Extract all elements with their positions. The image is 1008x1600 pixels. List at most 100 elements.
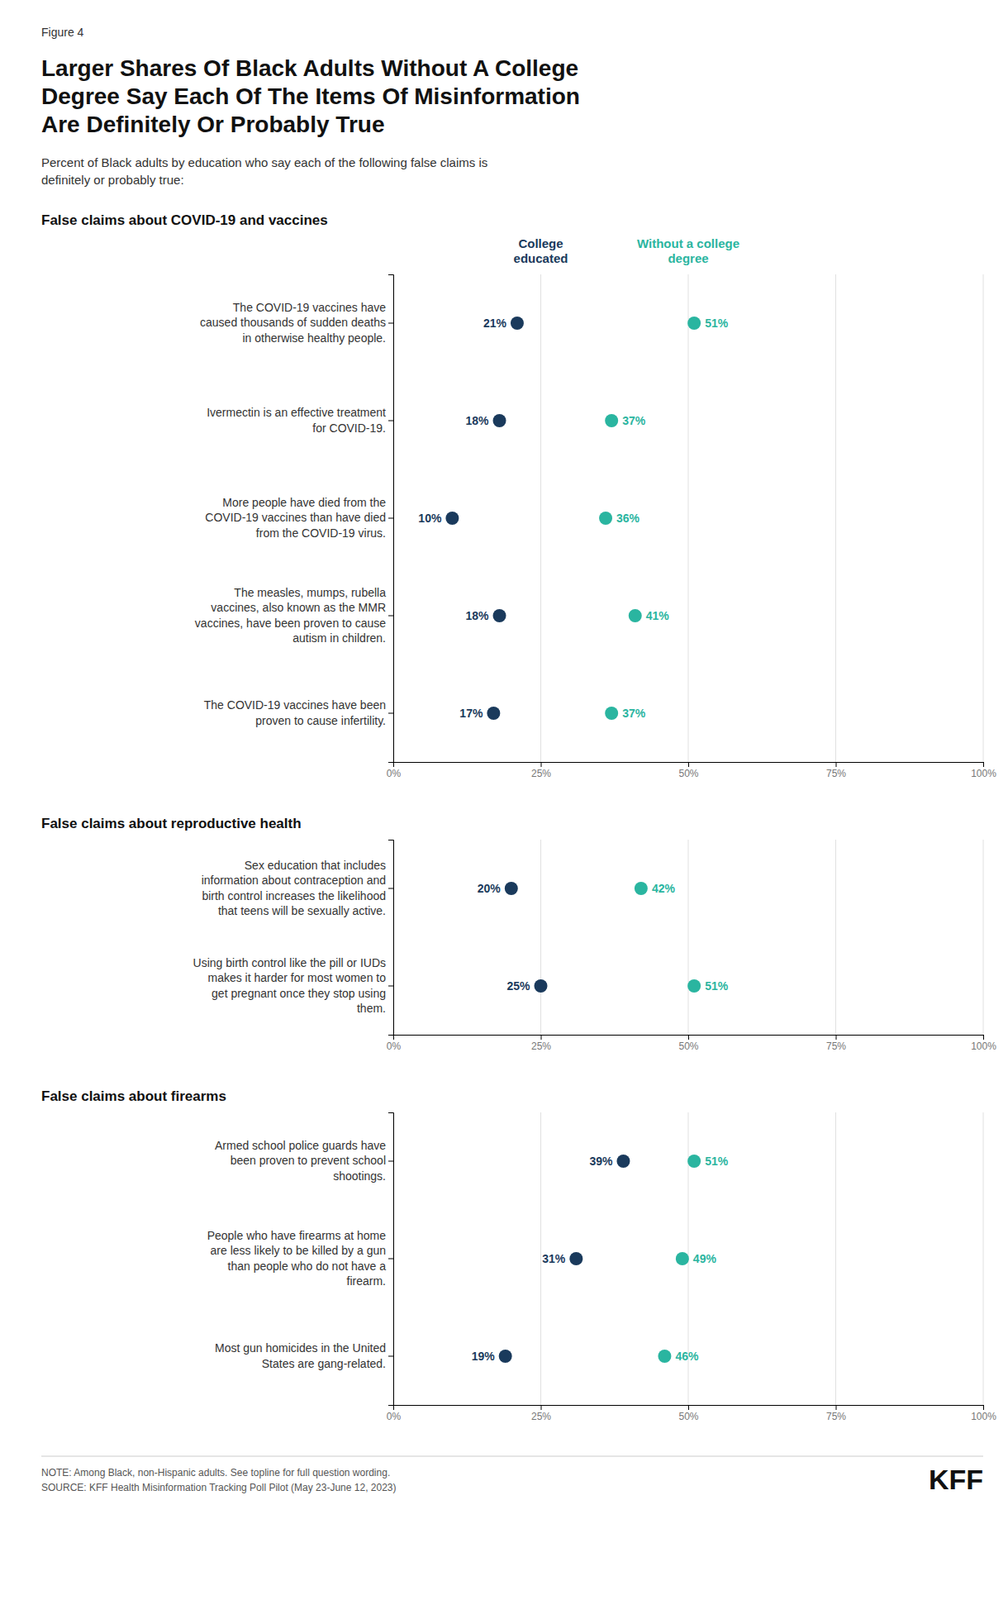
chart-root: Figure 4Larger Shares Of Black Adults Wi… bbox=[0, 0, 1008, 1600]
dot bbox=[628, 608, 642, 623]
x-tick-label: 100% bbox=[970, 767, 997, 780]
text-line: shootings. bbox=[332, 1169, 386, 1183]
x-tick-mark bbox=[541, 761, 543, 767]
text-line: proven to cause infertility. bbox=[255, 713, 386, 728]
category-label: Armed school police guards havebeen prov… bbox=[214, 1138, 386, 1182]
text-line: The measles, mumps, rubella bbox=[233, 585, 386, 600]
text-line: vaccines, also known as the MMR bbox=[210, 600, 386, 614]
category-label: More people have died from theCOVID-19 v… bbox=[204, 495, 386, 539]
text-line: Percent of Black adults by education who… bbox=[41, 155, 488, 170]
dot bbox=[534, 979, 548, 993]
data-label: 49% bbox=[693, 1251, 718, 1265]
text-line: that teens will be sexually active. bbox=[218, 903, 386, 918]
text-line: COVID-19 vaccines than have died bbox=[204, 510, 386, 524]
dot bbox=[687, 1154, 701, 1168]
x-axis: 0%25%50%75%100% bbox=[386, 1404, 997, 1422]
marks bbox=[445, 316, 701, 720]
section: 0%25%50%75%100%Armed school police guard… bbox=[207, 1112, 998, 1422]
text-line: than people who do not have a bbox=[228, 1259, 387, 1273]
x-tick-mark bbox=[983, 1034, 985, 1040]
marks bbox=[499, 1154, 701, 1363]
data-label: 42% bbox=[651, 881, 676, 895]
x-tick-mark bbox=[836, 761, 837, 767]
data-label: 37% bbox=[622, 706, 647, 720]
data-labels: 39%31%19%51%49%46% bbox=[471, 1154, 729, 1363]
grid-line bbox=[983, 1112, 985, 1405]
data-label: 19% bbox=[471, 1349, 496, 1363]
y-tick-mark bbox=[388, 1160, 394, 1162]
text-line: Are Definitely Or Probably True bbox=[41, 111, 385, 138]
data-label: 51% bbox=[704, 979, 729, 993]
grid-line bbox=[983, 839, 985, 1035]
x-tick-label: 100% bbox=[970, 1410, 997, 1422]
dot bbox=[504, 881, 519, 895]
x-axis-domain bbox=[394, 1405, 985, 1411]
y-tick: More people have died from theCOVID-19 v… bbox=[204, 495, 394, 539]
dot bbox=[569, 1251, 583, 1265]
grid-line bbox=[540, 839, 542, 1035]
data-label: 51% bbox=[704, 316, 729, 330]
text-line: birth control increases the likelihood bbox=[201, 889, 386, 903]
grid-line bbox=[835, 839, 837, 1035]
text-line: from the COVID-19 virus. bbox=[256, 526, 386, 540]
text-line: More people have died from the bbox=[222, 495, 386, 509]
dot bbox=[604, 706, 619, 720]
y-tick: Using birth control like the pill or IUD… bbox=[193, 955, 394, 1015]
category-label: People who have firearms at homeare less… bbox=[207, 1228, 387, 1288]
x-tick: 50% bbox=[678, 1034, 699, 1052]
x-tick-label: 50% bbox=[678, 1040, 699, 1052]
data-labels: 21%18%10%18%17%51%37%36%41%37% bbox=[418, 316, 728, 720]
category-label: Most gun homicides in the UnitedStates a… bbox=[214, 1340, 386, 1370]
data-label: 10% bbox=[418, 511, 443, 525]
text-line: The COVID-19 vaccines have been bbox=[204, 698, 386, 712]
x-tick-label: 100% bbox=[970, 1040, 997, 1052]
text-line: them. bbox=[356, 1001, 386, 1015]
text-line: been proven to prevent school bbox=[230, 1153, 386, 1167]
y-tick-mark bbox=[388, 323, 394, 324]
logo: KFF bbox=[928, 1463, 984, 1495]
x-axis-domain bbox=[394, 762, 985, 768]
marks bbox=[504, 881, 701, 993]
section-title: False claims about reproductive health bbox=[41, 815, 302, 832]
y-tick: Armed school police guards havebeen prov… bbox=[214, 1138, 394, 1182]
category-label: Using birth control like the pill or IUD… bbox=[193, 955, 387, 1015]
x-tick: 100% bbox=[970, 761, 997, 780]
text-line: NOTE: Among Black, non-Hispanic adults. … bbox=[41, 1466, 390, 1479]
dot bbox=[445, 511, 459, 525]
data-label: 18% bbox=[465, 608, 490, 623]
dot bbox=[499, 1349, 513, 1363]
data-label: 25% bbox=[506, 979, 531, 993]
x-tick: 75% bbox=[826, 1404, 847, 1422]
y-tick-mark bbox=[388, 985, 394, 987]
legend-entry: Without a collegedegree bbox=[637, 236, 740, 266]
grid bbox=[393, 274, 984, 762]
text-line: Using birth control like the pill or IUD… bbox=[193, 955, 386, 970]
grid-line bbox=[835, 1112, 837, 1405]
dot bbox=[616, 1154, 630, 1168]
x-tick-label: 50% bbox=[678, 1410, 699, 1422]
x-tick-mark bbox=[983, 761, 985, 767]
x-tick-mark bbox=[688, 761, 690, 767]
text-line: States are gang-related. bbox=[261, 1356, 386, 1370]
x-axis-domain bbox=[394, 1035, 985, 1041]
x-tick-label: 50% bbox=[678, 767, 699, 780]
x-tick-mark bbox=[541, 1034, 543, 1040]
data-label: 17% bbox=[459, 706, 484, 720]
text-line: firearm. bbox=[347, 1274, 386, 1288]
x-axis: 0%25%50%75%100% bbox=[386, 1034, 997, 1052]
x-tick-label: 0% bbox=[386, 1040, 402, 1052]
section: 0%25%50%75%100%The COVID-19 vaccines hav… bbox=[194, 274, 997, 780]
text-line: The COVID-19 vaccines have bbox=[232, 300, 386, 314]
x-tick-mark bbox=[541, 1404, 543, 1410]
text-line: degree bbox=[667, 251, 709, 266]
y-tick: Sex education that includesinformation a… bbox=[201, 858, 394, 918]
grid bbox=[393, 839, 984, 1035]
grid-line bbox=[835, 274, 837, 762]
text-line: Ivermectin is an effective treatment bbox=[206, 405, 386, 419]
data-labels: 20%25%42%51% bbox=[477, 881, 729, 993]
x-tick-label: 75% bbox=[826, 1040, 847, 1052]
text-line: autism in children. bbox=[292, 631, 386, 645]
y-tick: Ivermectin is an effective treatmentfor … bbox=[206, 405, 394, 434]
text-line: makes it harder for most women to bbox=[207, 970, 386, 985]
text-line: in otherwise healthy people. bbox=[242, 331, 386, 345]
